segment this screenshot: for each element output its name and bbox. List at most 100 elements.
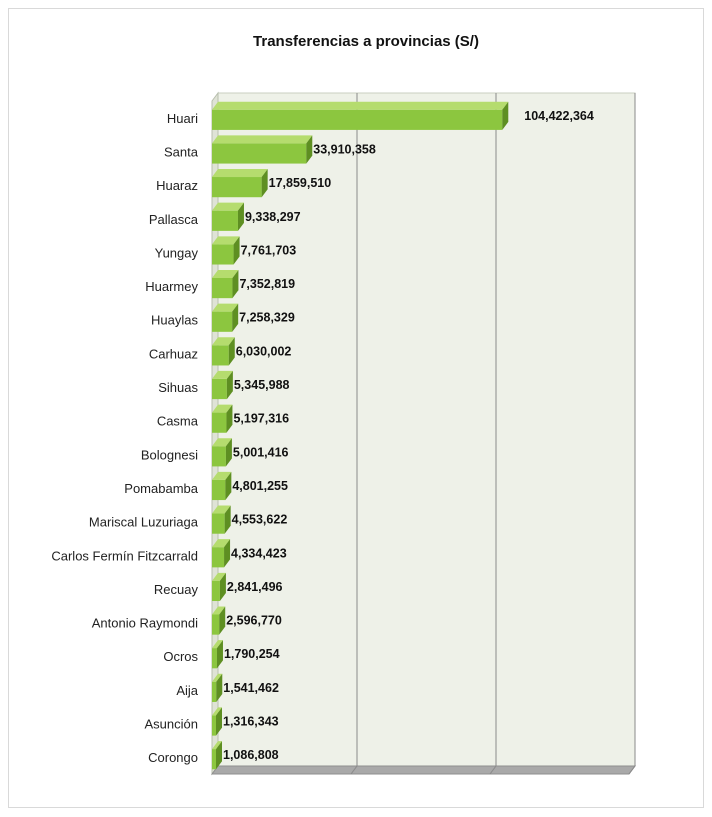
value-label: 5,001,416 (233, 445, 289, 459)
bar-side (232, 269, 239, 299)
bar-top (212, 539, 231, 548)
bar-front (212, 311, 233, 332)
category-label: Carhuaz (149, 346, 198, 361)
category-label: Santa (164, 144, 199, 159)
value-label: 7,258,329 (239, 311, 295, 325)
category-label: Huaraz (156, 178, 198, 193)
bar-front (212, 446, 226, 467)
floor (211, 765, 636, 775)
bar-side (232, 303, 239, 332)
bar-17 (212, 640, 223, 669)
bar-front (212, 109, 503, 130)
bar-top (212, 135, 313, 144)
bar-side (226, 370, 233, 400)
bar-front (212, 614, 220, 635)
back-wall (217, 92, 636, 767)
bar-top (212, 370, 233, 379)
category-label: Bolognesi (141, 447, 198, 462)
bar-side (226, 404, 233, 433)
bar-side (225, 438, 232, 467)
value-label: 104,422,364 (524, 109, 594, 123)
bar-3 (212, 169, 268, 198)
bar-front (212, 277, 233, 299)
bar-front (212, 749, 216, 770)
category-label: Huari (167, 111, 198, 126)
bar-side (237, 202, 244, 231)
value-label: 6,030,002 (236, 344, 292, 358)
bar-top (212, 438, 232, 447)
bar-front (212, 345, 229, 366)
bar-front (212, 547, 225, 568)
category-label: Sihuas (158, 380, 198, 395)
value-label: 4,801,255 (232, 479, 288, 493)
bar-top (212, 303, 239, 312)
value-label: 33,910,358 (313, 142, 376, 156)
bar-front (212, 681, 217, 702)
bar-5 (212, 236, 240, 265)
bar-front (212, 479, 226, 501)
value-label: 1,316,343 (223, 715, 279, 729)
bar-side (228, 337, 235, 366)
category-label: Recuay (154, 582, 199, 597)
bar-side (306, 135, 313, 164)
category-label: Antonio Raymondi (92, 616, 198, 631)
value-label: 1,086,808 (223, 748, 279, 762)
value-labels: 104,422,364 33,910,358 17,859,510 9,338,297… (223, 109, 594, 762)
category-label: Yungay (155, 245, 199, 260)
bar-side (216, 707, 222, 736)
bar-front (212, 177, 262, 198)
bar-top (212, 101, 509, 110)
bar-top (212, 505, 231, 514)
value-label: 4,553,622 (232, 513, 288, 527)
category-labels: Huari Santa Huaraz Pallasca Yungay Huarmey Hua… (51, 111, 198, 765)
bar-19 (212, 707, 222, 736)
value-label: 1,541,462 (223, 681, 279, 695)
bar-side (219, 606, 226, 635)
value-label: 17,859,510 (269, 176, 332, 190)
gridline-floor-1 (350, 765, 358, 775)
bar-top (212, 606, 226, 615)
bar-7 (212, 303, 239, 332)
bar-10 (212, 404, 233, 433)
bar-top (212, 741, 222, 750)
category-label: Mariscal Luzuriaga (89, 515, 199, 530)
bar-front (212, 648, 217, 669)
gridline-floor-3 (628, 765, 636, 775)
bar-top (212, 707, 222, 716)
bar-side (216, 673, 223, 702)
bar-13 (212, 505, 231, 534)
bar-side (224, 539, 231, 568)
category-label: Ocros (163, 649, 198, 664)
bar-top (212, 404, 233, 413)
bar-12 (212, 471, 232, 501)
value-label: 4,334,423 (231, 546, 287, 560)
bar-top (212, 202, 244, 211)
bar-front (212, 412, 227, 433)
bar-side (219, 572, 226, 602)
category-label: Huarmey (145, 279, 198, 294)
bar-top (212, 471, 232, 480)
bar-top (212, 169, 268, 178)
bar-15 (212, 572, 226, 602)
bar-side (224, 505, 231, 534)
chart-bars (212, 101, 509, 770)
chart-plot-area (211, 91, 636, 776)
bar-18 (212, 673, 223, 702)
bar-2 (212, 135, 313, 164)
category-label: Pomabamba (124, 481, 198, 496)
bar-16 (212, 606, 226, 635)
bar-side (261, 169, 268, 198)
value-label: 7,761,703 (241, 243, 297, 257)
bar-14 (212, 539, 231, 568)
bar-side (225, 471, 232, 501)
value-label: 1,790,254 (224, 647, 280, 661)
bar-front (212, 378, 227, 400)
category-label: Aija (176, 683, 198, 698)
gridline-floor-2 (489, 765, 497, 775)
bar-top (212, 269, 239, 278)
category-label: Carlos Fermín Fitzcarrald (51, 548, 198, 563)
category-label: Pallasca (149, 212, 199, 227)
value-label: 2,596,770 (226, 614, 282, 628)
bar-20 (212, 741, 222, 770)
